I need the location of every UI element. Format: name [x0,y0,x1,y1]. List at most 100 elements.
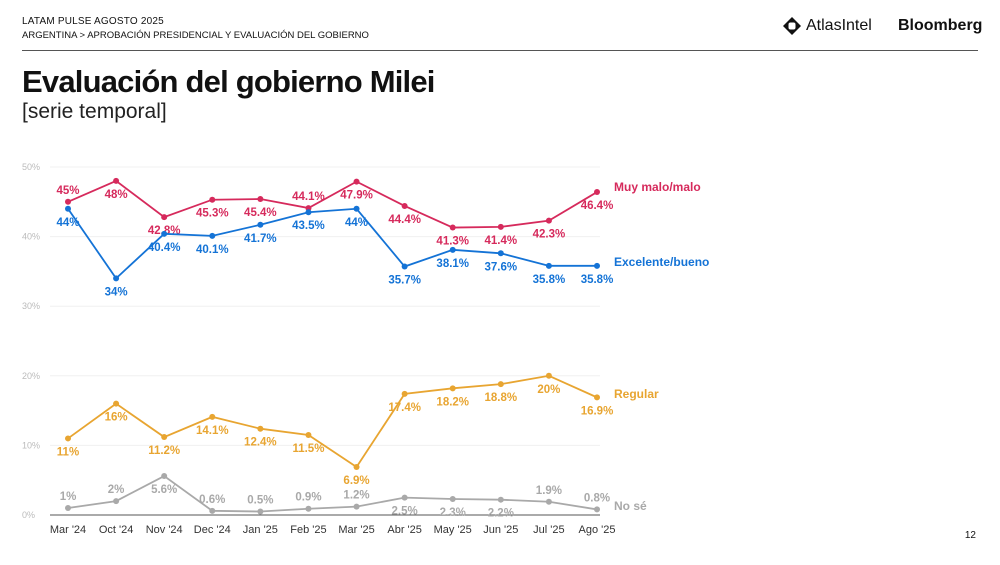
atlasintel-diamond-icon [783,17,801,35]
x-tick-label: Ago '25 [579,524,616,536]
data-point [497,223,504,230]
data-point [353,178,360,185]
x-tick-label: May '25 [434,524,472,536]
data-point [209,232,216,239]
data-point [113,275,120,282]
data-label: 42.3% [533,229,566,241]
data-point [209,413,216,420]
data-label: 41.7% [244,233,277,245]
data-point [65,205,71,212]
data-point [449,224,456,231]
data-point [209,507,216,514]
data-label: 38.1% [436,258,469,270]
y-tick-label: 0% [22,510,35,520]
data-point [161,434,168,441]
data-label: 20% [537,384,560,396]
data-point [545,372,552,379]
data-point [594,394,600,401]
data-label: 0.9% [295,492,321,504]
data-point [161,473,168,480]
data-point [257,196,264,203]
data-label: 18.2% [436,396,469,408]
data-point [65,505,71,512]
x-tick-label: Nov '24 [146,524,183,536]
data-label: 0.6% [199,494,225,506]
data-label: 37.6% [485,261,518,273]
y-tick-label: 50% [22,162,40,172]
y-tick-label: 40% [22,232,40,242]
x-tick-label: Mar '24 [50,524,86,536]
data-label: 44.4% [388,214,421,226]
data-label: 1% [60,491,77,503]
data-label: 35.7% [388,275,421,287]
data-label: 5.6% [151,484,177,496]
data-label: 14.1% [196,425,229,437]
data-point [545,217,552,224]
data-label: 45.4% [244,207,277,219]
data-point [401,390,408,397]
series-name-label: Regular [614,387,659,401]
data-label: 2.3% [440,507,466,519]
data-point [257,425,264,432]
report-kicker: LATAM PULSE AGOSTO 2025 [22,16,164,27]
data-label: 41.4% [485,235,518,247]
data-point [257,508,264,515]
x-tick-label: Mar '25 [338,524,374,536]
breadcrumb: ARGENTINA > APROBACIÓN PRESIDENCIAL Y EV… [22,30,369,41]
page-subtitle: [serie temporal] [22,100,167,123]
data-point [449,246,456,253]
data-point [401,263,408,270]
data-label: 0.5% [247,495,273,507]
data-label: 0.8% [584,492,610,504]
data-point [305,209,312,216]
data-label: 47.9% [340,190,373,202]
data-point [594,262,600,269]
data-point [497,250,504,257]
data-point [449,495,456,502]
x-tick-label: Oct '24 [99,524,134,536]
data-point [113,498,120,505]
data-label: 17.4% [388,402,421,414]
data-point [401,494,408,501]
data-point [497,496,504,503]
header-divider [22,50,978,51]
data-point [305,431,312,438]
series-name-label: Muy malo/malo [614,180,701,194]
data-point [353,463,360,470]
y-tick-label: 30% [22,301,40,311]
data-point [353,205,360,212]
x-tick-label: Jun '25 [483,524,518,536]
data-label: 1.2% [343,490,369,502]
data-label: 6.9% [343,475,369,487]
x-tick-label: Feb '25 [290,524,326,536]
data-label: 40.4% [148,242,181,254]
data-label: 44.1% [292,191,325,203]
data-point [65,198,71,205]
data-label: 41.3% [436,236,469,248]
data-label: 16% [105,412,128,424]
y-tick-label: 10% [22,440,40,450]
data-point [594,189,600,196]
data-label: 18.8% [485,392,518,404]
data-point [113,177,120,184]
series-line-2 [67,374,598,469]
data-label: 35.8% [581,274,614,286]
page-title: Evaluación del gobierno Milei [22,64,435,99]
data-point [497,381,504,388]
data-label: 46.4% [581,200,614,212]
data-point [161,214,168,221]
data-label: 48% [105,189,128,201]
data-point [594,506,600,513]
x-tick-label: Dec '24 [194,524,231,536]
data-point [113,400,120,407]
data-point [209,196,216,203]
data-point [161,230,168,237]
data-label: 11% [57,446,79,458]
x-tick-label: Abr '25 [387,524,422,536]
data-label: 2.2% [488,508,514,520]
data-label: 2.5% [392,506,418,518]
data-label: 40.1% [196,244,229,256]
data-point [449,385,456,392]
x-tick-label: Jul '25 [533,524,564,536]
